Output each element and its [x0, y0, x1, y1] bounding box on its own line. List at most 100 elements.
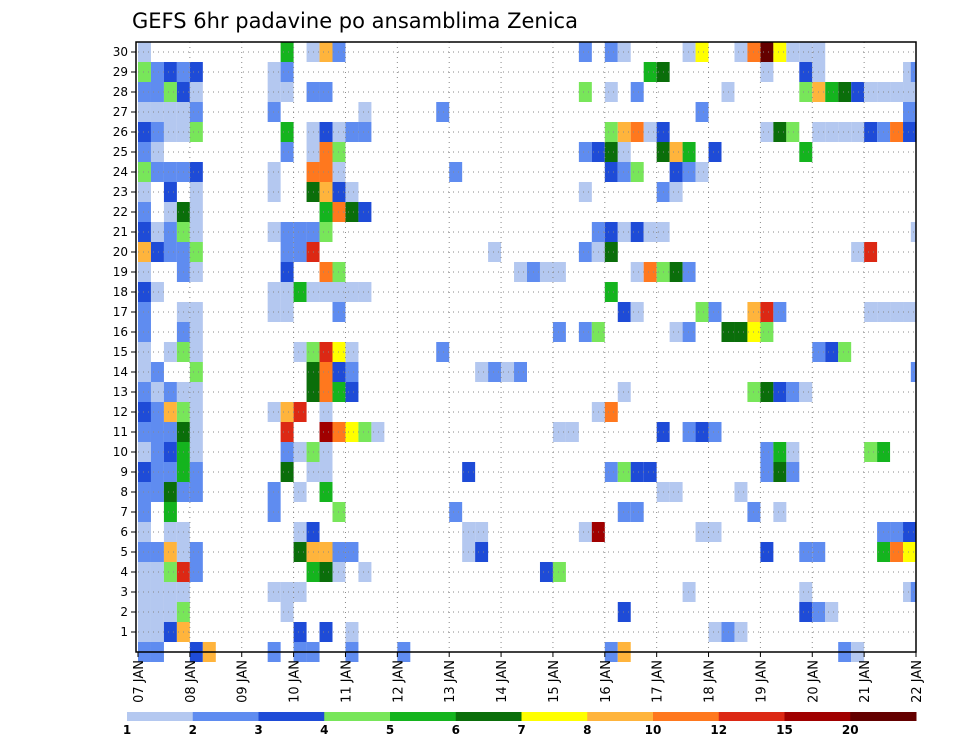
heatmap-cell: [760, 542, 774, 562]
heatmap-cell: [150, 582, 164, 602]
x-tick-label: 07 JAN: [132, 660, 147, 703]
heatmap-cell: [838, 122, 852, 142]
heatmap-cell: [760, 442, 774, 462]
heatmap-cell: [358, 282, 372, 302]
heatmap-cell: [138, 382, 151, 402]
y-tick-label: 14: [113, 365, 128, 379]
heatmap-cell: [138, 602, 151, 622]
heatmap-cell: [138, 562, 151, 582]
heatmap-cell: [475, 542, 489, 562]
heatmap-cell: [890, 522, 904, 542]
y-tick-label: 27: [113, 105, 128, 119]
heatmap-cell: [604, 462, 618, 482]
heatmap-cell: [189, 122, 203, 142]
heatmap-cell: [786, 442, 800, 462]
heatmap-cell: [319, 342, 333, 362]
heatmap-cell: [189, 322, 203, 342]
colorbar-tick-label: 15: [776, 723, 793, 737]
heatmap-cell: [734, 482, 748, 502]
heatmap-cell: [280, 442, 294, 462]
heatmap-cell: [319, 622, 333, 642]
y-tick-label: 6: [120, 525, 128, 539]
heatmap-cell: [721, 622, 735, 642]
heatmap-cell: [630, 222, 644, 242]
heatmap-cell: [319, 442, 333, 462]
heatmap-cell: [319, 562, 333, 582]
heatmap-cell: [138, 42, 151, 62]
heatmap-cell: [682, 262, 696, 282]
heatmap-cell: [150, 362, 164, 382]
heatmap-cell: [267, 582, 281, 602]
heatmap-cell: [163, 482, 177, 502]
heatmap-cell: [138, 222, 151, 242]
colorbar-segment: [390, 712, 457, 721]
heatmap-cell: [501, 362, 515, 382]
heatmap-cell: [903, 302, 916, 322]
heatmap-cell: [293, 222, 307, 242]
heatmap-cell: [280, 42, 294, 62]
heatmap-cell: [604, 142, 618, 162]
heatmap-cell: [280, 462, 294, 482]
x-tick-label: 18 JAN: [703, 660, 718, 703]
heatmap-cell: [293, 242, 307, 262]
heatmap-cell: [163, 502, 177, 522]
y-tick-label: 7: [120, 505, 128, 519]
heatmap-cell: [189, 82, 203, 102]
heatmap-cell: [293, 442, 307, 462]
chart-title: GEFS 6hr padavine po ansamblima Zenica: [132, 9, 578, 33]
heatmap-cell: [449, 502, 463, 522]
heatmap-cell: [760, 302, 774, 322]
heatmap-cell: [488, 242, 502, 262]
heatmap-cell: [319, 462, 333, 482]
heatmap-cell: [138, 242, 151, 262]
heatmap-cell: [708, 522, 722, 542]
heatmap-cell: [773, 502, 787, 522]
heatmap-cell: [617, 222, 631, 242]
heatmap-cell: [293, 522, 307, 542]
heatmap-cell: [514, 362, 527, 382]
heatmap-cell: [799, 82, 813, 102]
heatmap-cell: [695, 422, 709, 442]
heatmap-cell: [552, 562, 566, 582]
heatmap-cell: [163, 562, 177, 582]
heatmap-cell: [552, 322, 566, 342]
heatmap-cell: [436, 342, 450, 362]
y-tick-label: 13: [113, 385, 128, 399]
heatmap-cell: [643, 122, 657, 142]
cells-layer: [138, 42, 916, 662]
heatmap-cell: [150, 242, 164, 262]
x-tick-label: 13 JAN: [443, 660, 458, 703]
heatmap-cell: [851, 122, 865, 142]
heatmap-cell: [358, 562, 372, 582]
heatmap-cell: [903, 522, 916, 542]
heatmap-cell: [267, 282, 281, 302]
colorbar-tick-label: 4: [320, 723, 328, 737]
heatmap-cell: [617, 602, 631, 622]
heatmap-cell: [267, 482, 281, 502]
x-tick-label: 22 JAN: [910, 660, 925, 703]
colorbar-segment: [587, 712, 654, 721]
colorbar-tick-label: 7: [517, 723, 525, 737]
heatmap-cell: [293, 282, 307, 302]
heatmap-cell: [799, 382, 813, 402]
heatmap-cell: [163, 542, 177, 562]
heatmap-cell: [189, 202, 203, 222]
heatmap-cell: [293, 622, 307, 642]
heatmap-cell: [280, 302, 294, 322]
heatmap-cell: [280, 402, 294, 422]
colorbar-segment: [521, 712, 588, 721]
heatmap-cell: [189, 562, 203, 582]
heatmap-cell: [345, 422, 359, 442]
heatmap-cell: [773, 382, 787, 402]
heatmap-cell: [890, 82, 904, 102]
heatmap-cell: [345, 282, 359, 302]
y-tick-label: 17: [113, 305, 128, 319]
heatmap-cell: [267, 502, 281, 522]
heatmap-cell: [267, 302, 281, 322]
heatmap-cell: [578, 522, 592, 542]
heatmap-cell: [150, 382, 164, 402]
heatmap-cell: [708, 302, 722, 322]
heatmap-cell: [669, 162, 683, 182]
colorbar-tick-label: 6: [452, 723, 460, 737]
heatmap-cell: [319, 362, 333, 382]
